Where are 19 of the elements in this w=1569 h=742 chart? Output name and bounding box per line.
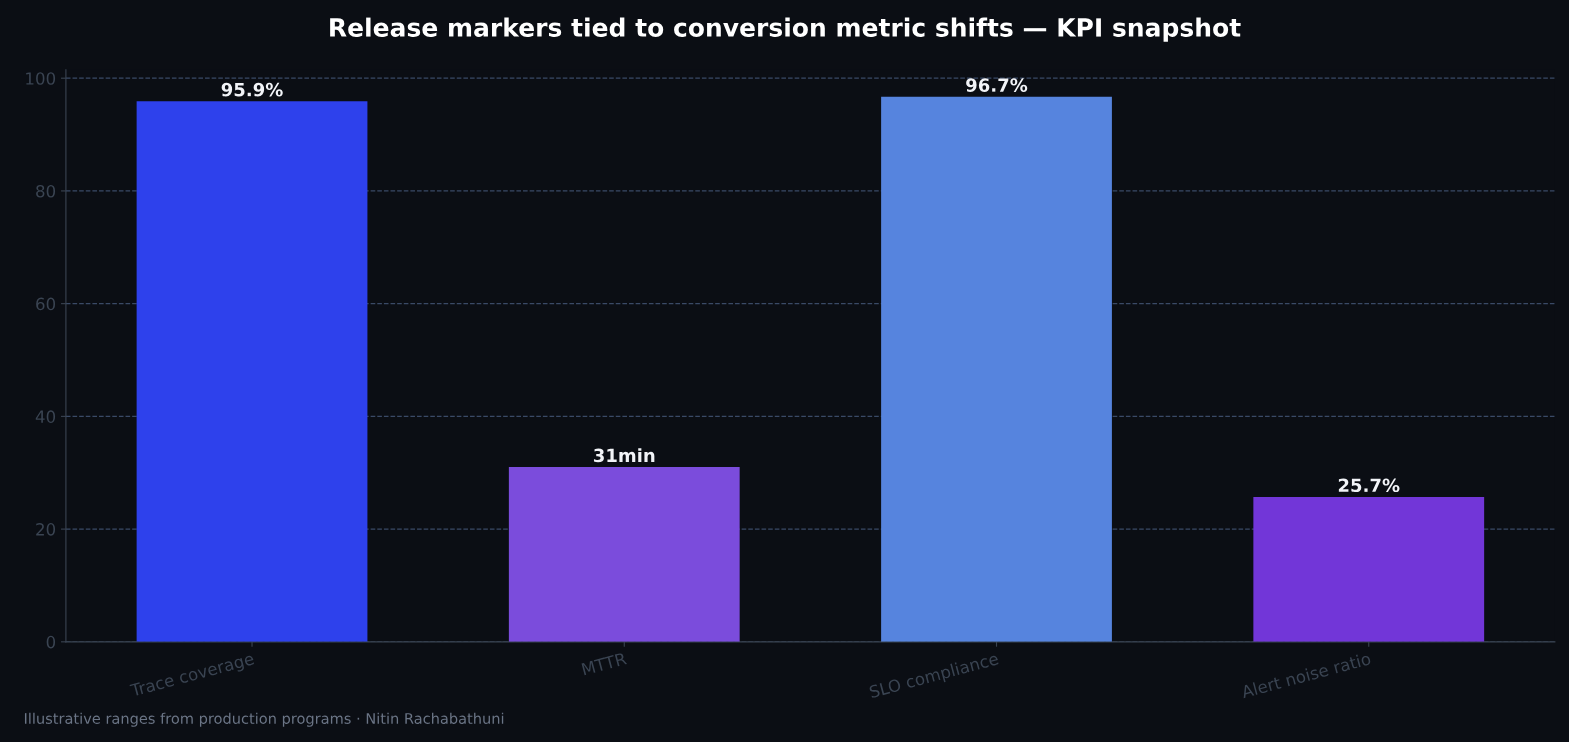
y-tick-label: 60 — [36, 297, 56, 311]
y-tick-label: 0 — [46, 635, 56, 649]
bar — [881, 96, 1112, 642]
data-label: 31min — [593, 448, 655, 463]
bar — [136, 101, 368, 642]
x-tick-label: MTTR — [581, 652, 628, 676]
y-tick-label: 100 — [26, 72, 56, 85]
bar — [508, 467, 740, 642]
bar — [1253, 496, 1485, 642]
data-label: 96.7% — [966, 78, 1028, 92]
y-tick-label: 80 — [36, 184, 56, 198]
y-tick-label: 40 — [35, 410, 56, 423]
data-label: 95.9% — [221, 82, 283, 97]
data-label: 25.7% — [1338, 478, 1400, 493]
text: Illustrative ranges from production programs · Nitin Rachabathuni — [24, 712, 504, 727]
x-tick-label: Trace coverage — [129, 652, 256, 700]
x-tick-label: Alert noise ratio — [1240, 651, 1372, 699]
y-tick-label: 20 — [36, 523, 56, 536]
chart-title: Release markers tied to conversion metric shifts — KPI snapshot — [330, 17, 1241, 42]
